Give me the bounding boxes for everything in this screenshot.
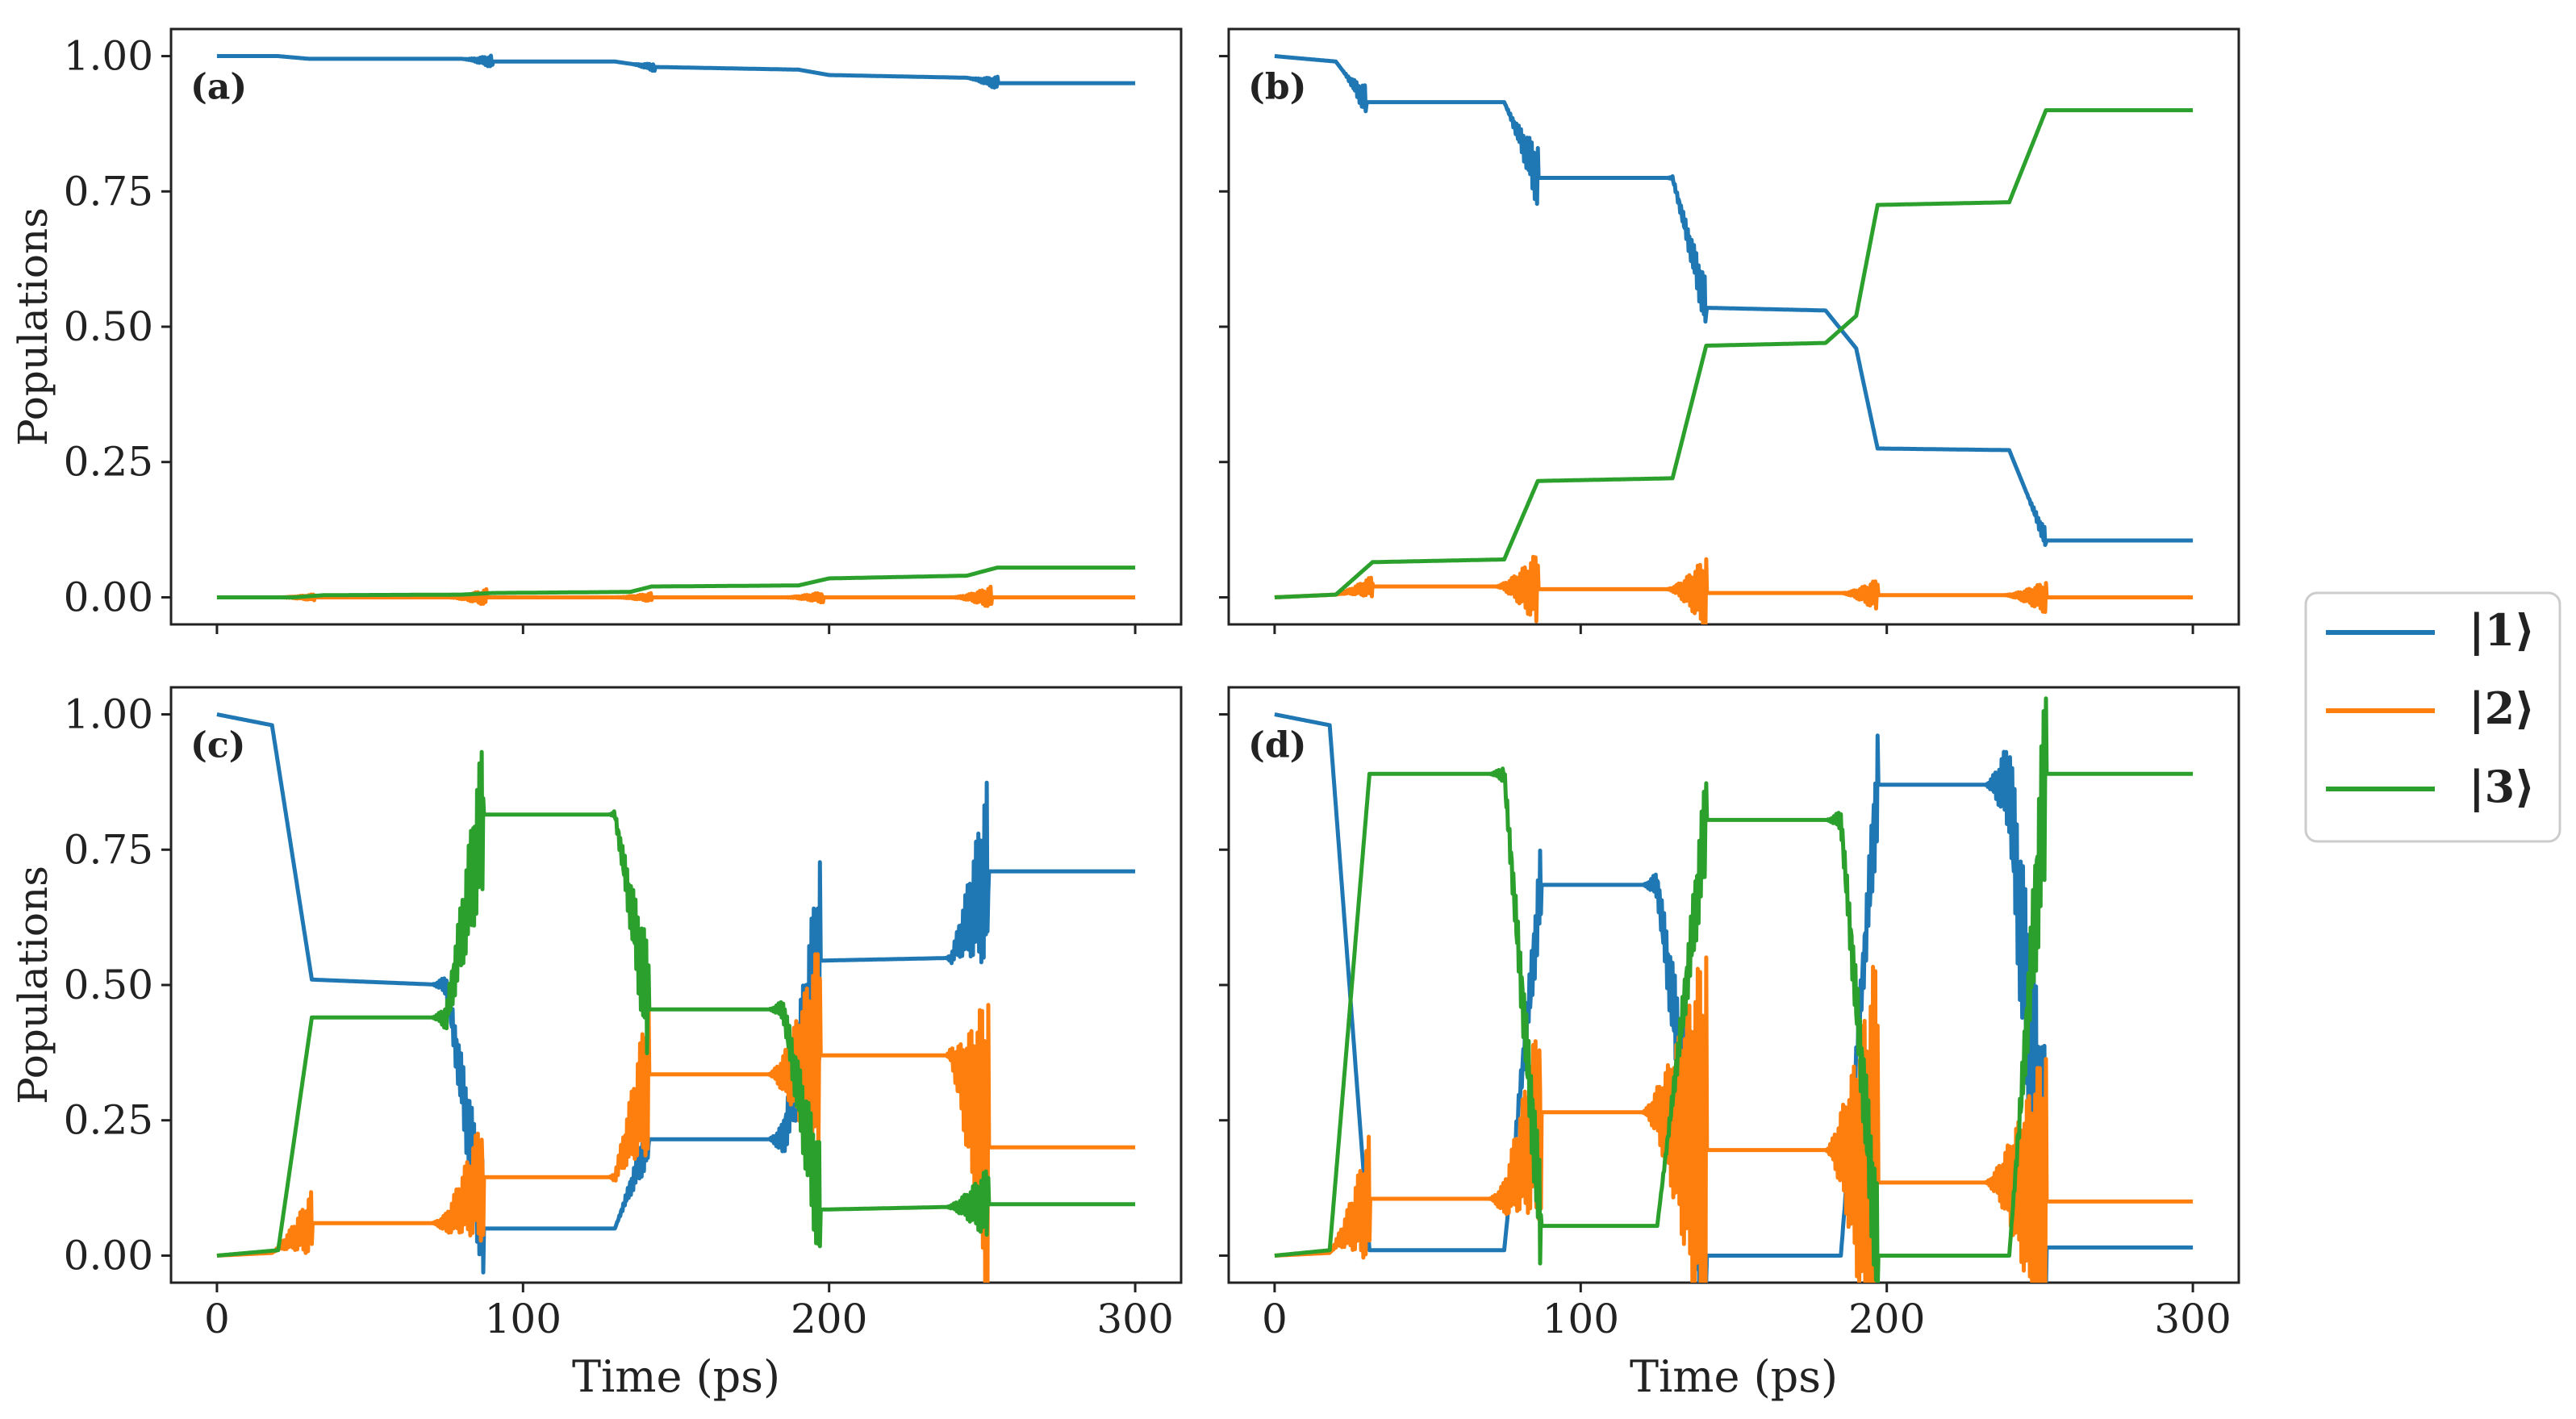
panel-b: (b) — [1219, 27, 2240, 634]
legend-frame — [2304, 591, 2561, 843]
panel-a: (a) Populations 0.00 0.25 0.50 0.75 1.00 — [10, 27, 1183, 634]
panel-c-xtick-label-0: 0 — [204, 1296, 230, 1342]
panel-b-label: (b) — [1248, 67, 1306, 108]
panel-c: (c) Populations Time (ps) 0.00 0.25 0.50… — [10, 686, 1183, 1402]
panel-c-ytick-label-1: 0.25 — [64, 1097, 153, 1144]
panel-b-series-state3 — [1273, 108, 2194, 599]
panel-d-xtick-label-2: 200 — [1848, 1296, 1925, 1342]
panel-d-xtick-label-1: 100 — [1543, 1296, 1619, 1342]
panel-b-series-state2 — [1273, 554, 2194, 624]
panel-d-xlabel: Time (ps) — [1630, 1351, 1838, 1402]
panel-c-ytick-label-4: 1.00 — [64, 691, 153, 738]
panel-a-ytick-label-4: 1.00 — [64, 33, 153, 80]
panel-c-label: (c) — [190, 725, 245, 766]
legend-label-state2: |2⟩ — [2469, 682, 2535, 735]
panel-c-xlabel: Time (ps) — [572, 1351, 780, 1402]
panel-a-ytick-label-3: 0.75 — [64, 168, 153, 215]
panel-d-xtick-label-0: 0 — [1262, 1296, 1288, 1342]
panel-a-series-state1 — [215, 53, 1137, 90]
panel-d: (d) Time (ps) 0 100 200 300 — [1219, 686, 2240, 1402]
legend: |1⟩ |2⟩ |3⟩ — [2304, 591, 2561, 843]
panel-a-ytick-label-2: 0.50 — [64, 303, 153, 350]
panel-d-xtick-label-3: 300 — [2154, 1296, 2231, 1342]
panel-c-xtick-label-3: 300 — [1096, 1296, 1173, 1342]
panel-d-series-state2 — [1273, 955, 2194, 1283]
panel-a-series-state2 — [215, 584, 1137, 608]
panel-a-label: (a) — [190, 67, 247, 108]
panel-c-series-state3 — [215, 749, 1137, 1258]
panel-c-ylabel: Populations — [10, 866, 56, 1104]
panel-c-ytick-label-3: 0.75 — [64, 826, 153, 873]
panel-c-xtick-label-1: 100 — [485, 1296, 562, 1342]
panel-a-ytick-label-0: 0.00 — [64, 574, 153, 620]
legend-label-state3: |3⟩ — [2469, 761, 2535, 813]
panel-c-ytick-label-0: 0.00 — [64, 1232, 153, 1279]
panel-d-label: (d) — [1248, 725, 1306, 766]
panel-c-series-state2 — [215, 952, 1137, 1283]
panel-d-series-state3 — [1273, 696, 2194, 1283]
panel-c-ytick-label-2: 0.50 — [64, 962, 153, 1008]
panel-a-series-state3 — [215, 566, 1137, 599]
panel-a-ylabel: Populations — [10, 207, 56, 446]
panel-a-ytick-label-1: 0.25 — [64, 439, 153, 486]
panel-c-series-state1 — [215, 712, 1137, 1275]
panel-b-series-state1 — [1273, 54, 2194, 547]
legend-label-state1: |1⟩ — [2469, 604, 2535, 657]
panel-c-xtick-label-2: 200 — [791, 1296, 867, 1342]
